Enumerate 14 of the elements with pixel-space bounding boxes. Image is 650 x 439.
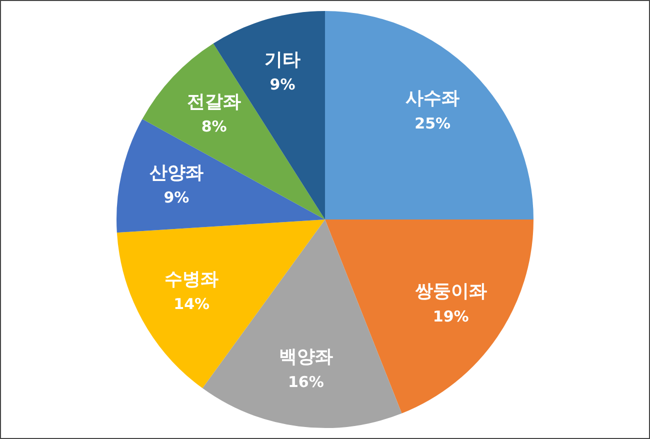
slice-label: 쌍둥이좌 bbox=[414, 281, 487, 302]
slice-label: 전갈좌 bbox=[187, 91, 242, 112]
data-label: 9% bbox=[270, 76, 296, 94]
slice-label: 사수좌 bbox=[406, 88, 460, 110]
data-label: 9% bbox=[164, 188, 190, 207]
data-label: 8% bbox=[201, 118, 227, 136]
slice-label: 수병좌 bbox=[164, 268, 219, 290]
slice-label: 산양좌 bbox=[149, 162, 204, 184]
data-label: 16% bbox=[288, 372, 324, 391]
slice-label: 백양좌 bbox=[278, 346, 333, 368]
data-label: 19% bbox=[432, 307, 469, 326]
data-label: 14% bbox=[174, 295, 210, 314]
data-label: 25% bbox=[414, 114, 451, 132]
slice-label: 기타 bbox=[264, 50, 301, 71]
